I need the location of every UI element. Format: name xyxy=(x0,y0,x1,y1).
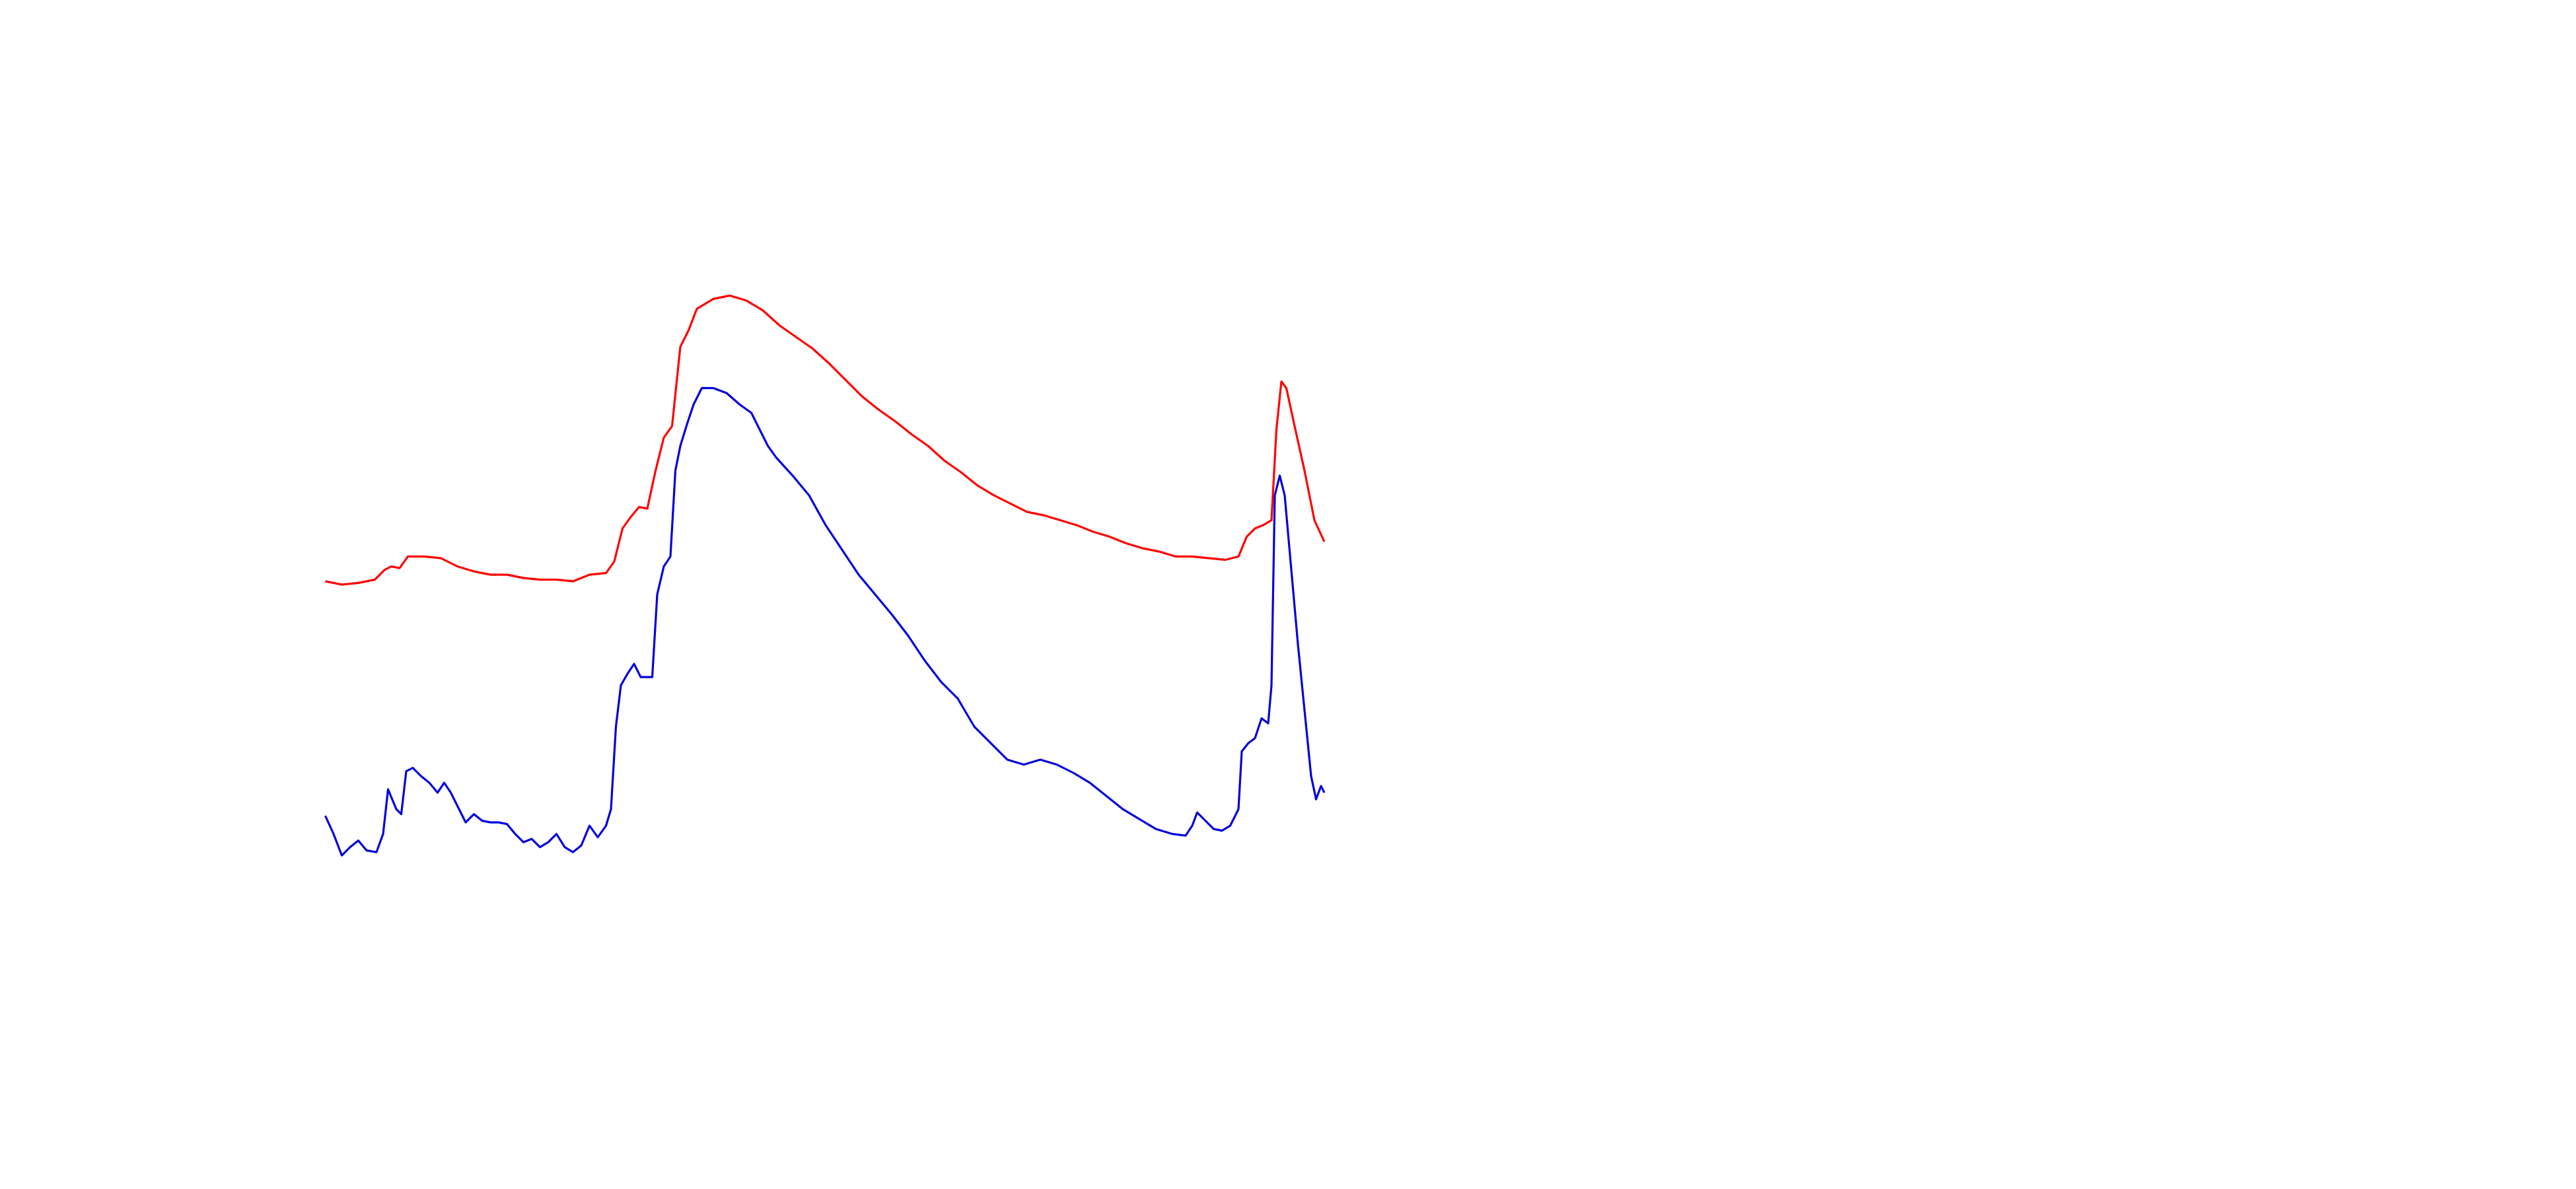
line xyxy=(324,386,1326,857)
line xyxy=(325,294,1326,586)
